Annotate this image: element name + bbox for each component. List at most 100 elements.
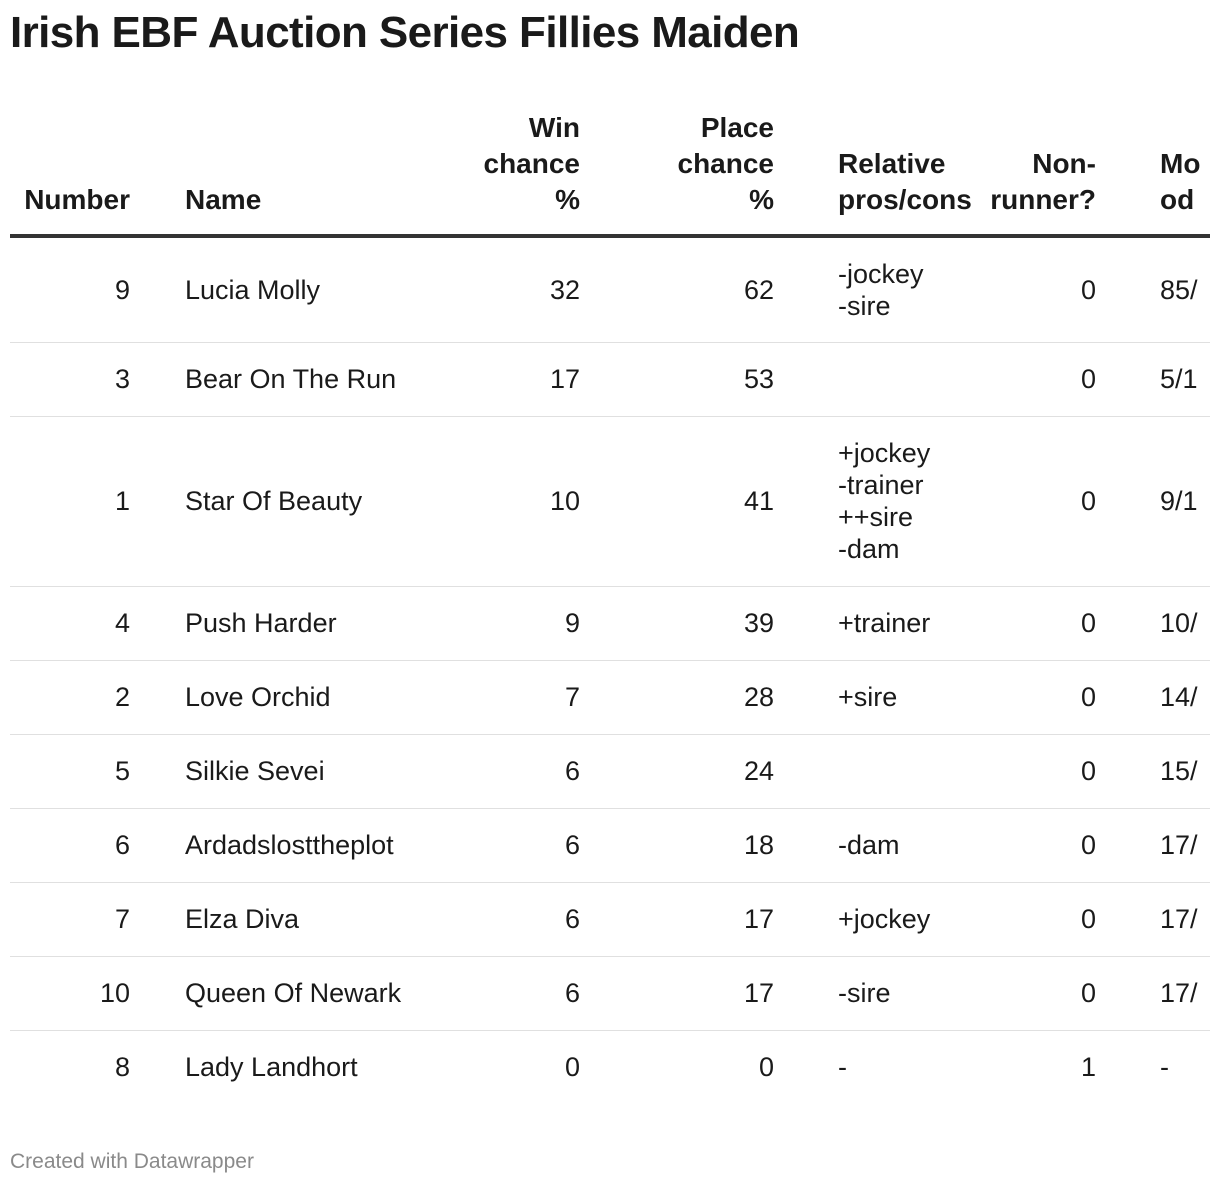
cell-name: Lady Landhort <box>185 1052 358 1083</box>
column-header-line: % <box>555 184 580 215</box>
column-header-line: Relative <box>838 148 946 179</box>
cell-odds: 85/ <box>1130 236 1210 343</box>
pros-cons-item: -sire <box>838 290 891 321</box>
column-header-name[interactable]: Name <box>185 110 440 238</box>
cell-win: 6 <box>440 882 610 957</box>
cell-pros: +jockey -trainer ++sire -dam <box>804 416 986 587</box>
cell-odds: 15/ <box>1130 734 1210 809</box>
cell-place: 17 <box>610 956 804 1031</box>
pros-cons-item: -jockey <box>838 258 924 289</box>
cell-pros <box>804 342 986 417</box>
chart-title: Irish EBF Auction Series Fillies Maiden <box>10 8 800 57</box>
cell-win: 7 <box>440 660 610 735</box>
pros-cons-item: ++sire <box>838 502 914 532</box>
cell-pros: +sire <box>804 660 986 735</box>
cell-odds: 9/1 <box>1130 416 1210 587</box>
cell-place: 0 <box>758 1052 774 1083</box>
cell-win: 32 <box>440 236 610 343</box>
cell-number: 4 <box>10 586 185 661</box>
column-header-line: Non- <box>1032 148 1096 179</box>
cell-name: Queen Of Newark <box>185 956 440 1031</box>
cell-name: Silkie Sevei <box>185 734 440 809</box>
cell-nr: 1 <box>1080 1052 1096 1083</box>
cell-number: 7 <box>10 882 185 957</box>
column-header-line: Name <box>185 184 262 215</box>
table-row: 10 Queen Of Newark 6 17 -sire 0 17/ <box>10 956 1210 1031</box>
footer-credit: Created with Datawrapper <box>10 1150 254 1173</box>
cell-pros: -sire <box>804 956 986 1031</box>
cell-win: 6 <box>440 808 610 883</box>
cell-name: Lucia Molly <box>185 236 440 343</box>
cell-name: Ardadslosttheplot <box>185 808 440 883</box>
pros-cons-item: -sire <box>838 978 891 1008</box>
cell-odds: 14/ <box>1130 660 1210 735</box>
cell-place: 17 <box>610 882 804 957</box>
cell-place: 28 <box>610 660 804 735</box>
table-row: 2 Love Orchid 7 28 +sire 0 14/ <box>10 660 1210 735</box>
table-row: 7 Elza Diva 6 17 +jockey 0 17/ <box>10 882 1210 957</box>
column-header-line: pros/cons <box>838 184 972 215</box>
column-header-line: Place <box>700 112 774 143</box>
cell-pros <box>804 734 986 809</box>
cell-name: Love Orchid <box>185 660 440 735</box>
column-header-line: Mo <box>1160 148 1201 179</box>
column-header-number[interactable]: Number <box>10 110 185 238</box>
cell-number: 2 <box>10 660 185 735</box>
cell-odds: 17/ <box>1130 956 1210 1031</box>
cell-number: 5 <box>10 734 185 809</box>
cell-name: Elza Diva <box>185 882 440 957</box>
cell-pros: -dam <box>804 808 986 883</box>
cell-place: 53 <box>610 342 804 417</box>
cell-place: 24 <box>610 734 804 809</box>
column-header-place[interactable]: Place chance% <box>610 110 804 238</box>
cell-pros: +trainer <box>804 586 986 661</box>
cell-nr: 0 <box>986 236 1130 343</box>
table-row: 4 Push Harder 9 39 +trainer 0 10/ <box>10 586 1210 661</box>
cell-odds: 10/ <box>1130 586 1210 661</box>
cell-nr: 0 <box>986 882 1130 957</box>
cell-place: 41 <box>610 416 804 587</box>
column-header-line: chance <box>483 148 581 179</box>
cell-win: 0 <box>564 1052 580 1083</box>
cell-odds: 5/1 <box>1130 342 1210 417</box>
pros-cons-item: -dam <box>838 534 900 564</box>
column-header-pros[interactable]: Relative pros/cons <box>804 110 986 238</box>
cell-win: 9 <box>440 586 610 661</box>
cell-nr: 0 <box>986 660 1130 735</box>
table-body: 9 Lucia Molly 32 62 -jockey -sire 0 85/3 Bear On… <box>10 236 1210 1100</box>
cell-nr: 0 <box>986 956 1130 1031</box>
cell-pros: - <box>804 1030 986 1100</box>
cell-win: 17 <box>440 342 610 417</box>
column-header-line: % <box>749 184 774 215</box>
cell-place: 18 <box>610 808 804 883</box>
table-row: 8 Lady Landhort 0 0 - 1 - <box>10 1030 1210 1100</box>
cell-pros: -jockey -sire <box>804 236 986 343</box>
table-row: 5 Silkie Sevei 6 24 0 15/ <box>10 734 1210 809</box>
table-row: 3 Bear On The Run 17 53 0 5/1 <box>10 342 1210 417</box>
header-row: Number Name Win chance% Place chance% Relative… <box>10 110 1210 238</box>
pros-cons-item: -trainer <box>838 470 924 500</box>
cell-place: 39 <box>610 586 804 661</box>
cell-number: 10 <box>10 956 185 1031</box>
cell-name: Bear On The Run <box>185 342 440 417</box>
column-header-line: runner? <box>990 184 1096 215</box>
data-table: Number Name Win chance% Place chance% Relative… <box>10 110 1210 1100</box>
column-header-nr[interactable]: Non-runner? <box>986 110 1130 238</box>
data-table-container: Number Name Win chance% Place chance% Relative… <box>10 110 1210 1100</box>
cell-number: 1 <box>10 416 185 587</box>
cell-place: 62 <box>610 236 804 343</box>
table-row: 6 Ardadslosttheplot 6 18 -dam 0 17/ <box>10 808 1210 883</box>
pros-cons-item: +jockey <box>838 904 931 934</box>
cell-odds: - <box>1160 1052 1169 1083</box>
column-header-line: Win <box>528 112 580 143</box>
cell-pros: +jockey <box>804 882 986 957</box>
cell-number: 9 <box>10 236 185 343</box>
column-header-odds[interactable]: Mo od <box>1130 110 1210 238</box>
cell-name: Push Harder <box>185 586 440 661</box>
column-header-win[interactable]: Win chance% <box>440 110 610 238</box>
column-header-line: chance <box>677 148 775 179</box>
cell-odds: 17/ <box>1130 882 1210 957</box>
cell-win: 6 <box>440 734 610 809</box>
column-header-line: Number <box>24 184 130 215</box>
table-row: 9 Lucia Molly 32 62 -jockey -sire 0 85/ <box>10 236 1210 343</box>
